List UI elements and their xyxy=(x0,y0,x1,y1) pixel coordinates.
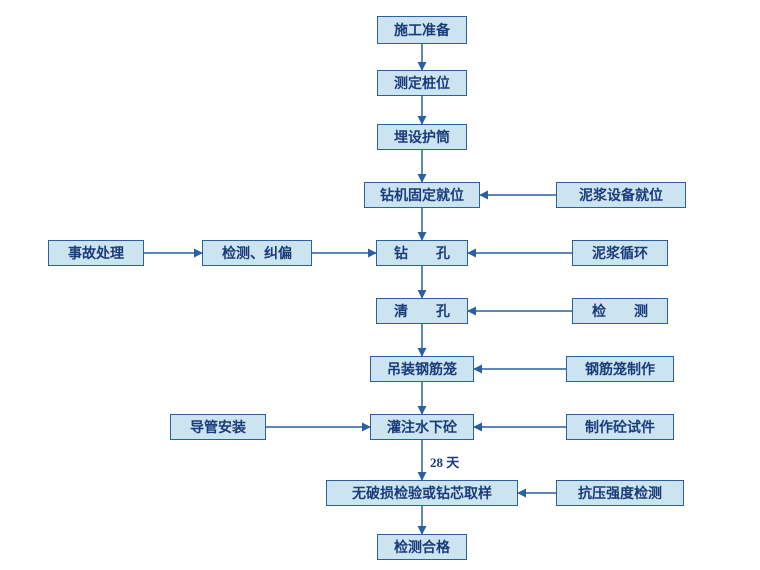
flowchart-node-n9: 泥浆循环 xyxy=(572,240,668,266)
flowchart-node-n12: 吊装钢筋笼 xyxy=(370,356,474,382)
flowchart-edge-label-15: 28 天 xyxy=(430,452,459,471)
flowchart-node-n8: 钻 孔 xyxy=(376,240,468,266)
flowchart-node-n10: 清 孔 xyxy=(376,298,468,324)
flowchart-node-n6: 事故处理 xyxy=(48,240,144,266)
flowchart-node-n1: 施工准备 xyxy=(377,16,467,44)
flowchart-node-n7: 检测、纠偏 xyxy=(202,240,312,266)
flowchart-node-n13: 钢筋笼制作 xyxy=(566,356,674,382)
flowchart-node-n14: 导管安装 xyxy=(170,414,266,440)
flowchart-canvas: { "diagram": { "type": "flowchart", "bac… xyxy=(0,0,760,570)
flowchart-node-n4: 钻机固定就位 xyxy=(364,182,480,208)
flowchart-node-n17: 无破损检验或钻芯取样 xyxy=(326,480,518,506)
flowchart-node-n15: 灌注水下砼 xyxy=(370,414,474,440)
flowchart-node-n16: 制作砼试件 xyxy=(566,414,674,440)
flowchart-node-n11: 检 测 xyxy=(572,298,668,324)
flowchart-node-n19: 检测合格 xyxy=(377,534,467,560)
flowchart-node-n2: 测定桩位 xyxy=(377,70,467,96)
flowchart-node-n3: 埋设护筒 xyxy=(377,124,467,150)
flowchart-node-n5: 泥浆设备就位 xyxy=(556,182,686,208)
flowchart-node-n18: 抗压强度检测 xyxy=(556,480,684,506)
